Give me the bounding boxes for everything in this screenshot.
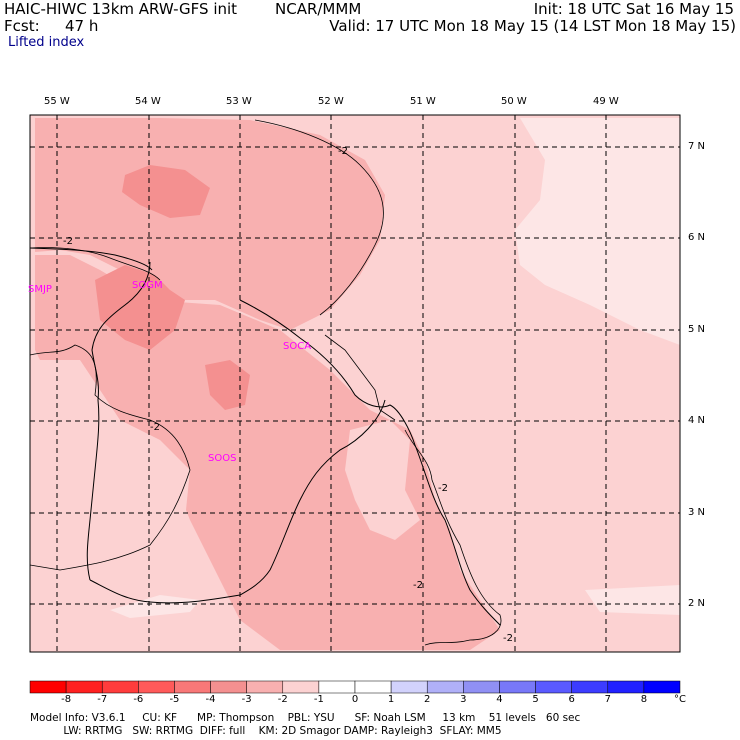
contour-label: -2 (413, 580, 423, 591)
init-time: Init: 18 UTC Sat 16 May 15 (533, 0, 734, 18)
lon-label: 54 W (135, 96, 161, 107)
colorbar-swatch (390, 680, 428, 694)
map-frame (29, 114, 681, 653)
colorbar-tick: 2 (424, 694, 431, 705)
model-title: HAIC-HIWC 13km ARW-GFS init (4, 0, 238, 18)
lat-label: 5 N (688, 324, 706, 335)
model-info-line1: Model Info: V3.6.1 CU: KF MP: Thompson P… (30, 712, 581, 724)
shade-light-sw (110, 595, 200, 618)
contour-label: -2 (63, 236, 73, 247)
colorbar-swatch (463, 680, 500, 694)
lat-label: 3 N (688, 507, 706, 518)
colorbar-swatch (354, 680, 392, 694)
coast-and-borders (29, 247, 501, 626)
lat-label: 2 N (688, 598, 706, 609)
colorbar-tick: 0 (351, 694, 359, 705)
shade-minus4-guiana (95, 265, 185, 350)
shade-minus4-interior (205, 360, 250, 410)
latlon-grid (30, 115, 680, 652)
lon-label: 51 W (410, 96, 436, 107)
forecast-hour: 47 h (65, 17, 99, 35)
field-name: Lifted index (8, 35, 85, 50)
border-east (239, 399, 386, 596)
colorbar-swatch (65, 680, 103, 694)
contour-label: -2 (503, 633, 513, 644)
lat-label: 7 N (688, 141, 706, 152)
lon-label: 53 W (226, 96, 252, 107)
colorbar-tick: -7 (97, 694, 108, 705)
colorbar-swatch (174, 680, 211, 694)
colorbar-swatch (29, 680, 67, 694)
colorbar-swatch (535, 680, 572, 694)
shade-light-se (585, 585, 680, 615)
colorbar-unit: °C (674, 694, 686, 705)
colorbar-swatch (318, 680, 356, 694)
shade-light-interior (345, 420, 420, 540)
shade-minus3-coast (35, 255, 500, 650)
colorbar-tick: -4 (205, 694, 216, 705)
shade-minus3-west (35, 118, 385, 330)
colorbar-tick: 3 (460, 694, 467, 705)
station-label: SMJP (28, 284, 52, 295)
colorbar-swatch (138, 680, 175, 694)
lat-label: 6 N (688, 232, 706, 243)
station-label: SOOS (208, 453, 236, 464)
colorbar (29, 680, 681, 694)
colorbar-tick: -5 (169, 694, 180, 705)
colorbar-tick: -1 (313, 694, 324, 705)
coastline (239, 299, 501, 626)
lat-label: 4 N (688, 415, 706, 426)
contour-lines (29, 119, 502, 646)
colorbar-swatch (499, 680, 536, 694)
colorbar-swatch (101, 680, 139, 694)
colorbar-swatch (571, 680, 609, 694)
contour-label: -2 (150, 422, 160, 433)
colorbar-tick: -8 (61, 694, 72, 705)
border-west-south (29, 247, 153, 271)
station-label: SOCA (283, 341, 311, 352)
lon-label: 52 W (318, 96, 344, 107)
colorbar-tick: 4 (496, 694, 503, 705)
colorbar-swatch (643, 680, 681, 694)
colorbar-tick: 1 (387, 694, 395, 705)
colorbar-swatch (210, 680, 247, 694)
model-info-line2: LW: RRTMG SW: RRTMG DIFF: full KM: 2D Sm… (30, 725, 502, 737)
valid-time: Valid: 17 UTC Mon 18 May 15 (14 LST Mon … (329, 17, 736, 35)
colorbar-tick: 8 (640, 694, 648, 705)
station-label: SOGM (132, 280, 163, 291)
colorbar-swatch (607, 680, 645, 694)
colorbar-swatch (282, 680, 320, 694)
shade-light-sw-land (35, 360, 190, 580)
colorbar-swatch (246, 680, 284, 694)
lon-label: 55 W (44, 96, 70, 107)
colorbar-tick: -3 (241, 694, 252, 705)
shade-light-east (515, 118, 680, 345)
lon-label: 49 W (593, 96, 619, 107)
border-west (86, 261, 151, 581)
contour-label: -2 (338, 146, 348, 157)
colorbar-tick: 6 (568, 694, 575, 705)
contour-label: -2 (438, 483, 448, 494)
colorbar-swatch (426, 680, 464, 694)
forecast-label: Fcst: (4, 17, 40, 35)
shade-minus4-north (122, 165, 210, 218)
colorbar-tick: -2 (277, 694, 288, 705)
colorbar-tick: -6 (133, 694, 144, 705)
lon-label: 50 W (501, 96, 527, 107)
colorbar-tick: 5 (532, 694, 539, 705)
border-south (89, 579, 241, 604)
center-name: NCAR/MMM (275, 0, 362, 18)
colorbar-tick: 7 (604, 694, 611, 705)
